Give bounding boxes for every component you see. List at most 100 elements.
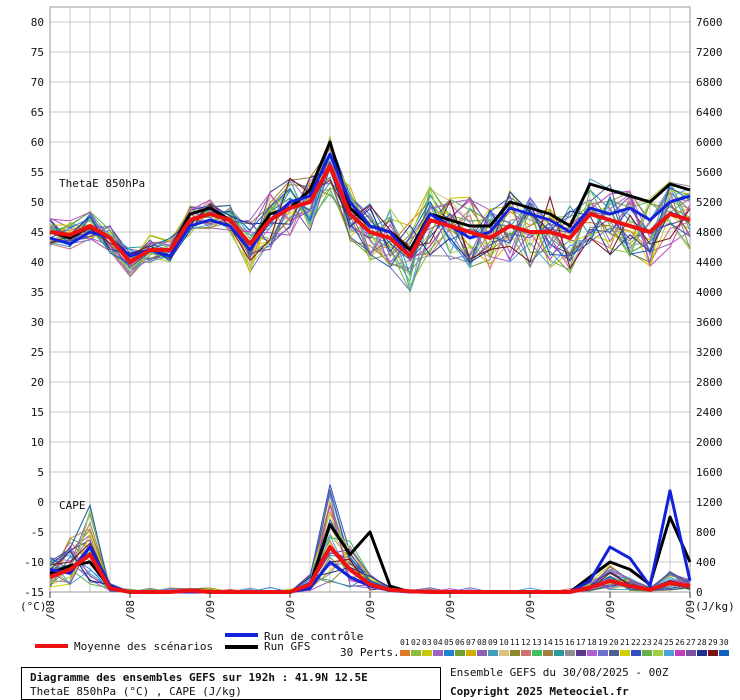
footer-title: Diagramme des ensembles GEFS sur 192h : … [30,671,368,684]
pert-number-label: 25 [664,638,674,647]
left-tick-label: -5 [31,526,44,539]
run-info: Ensemble GEFS du 30/08/2025 - 00Z [450,666,669,679]
right-tick-label: 3200 [696,346,723,359]
pert-number-label: 18 [587,638,597,647]
right-tick-label: 1600 [696,466,723,479]
pert-number-label: 15 [554,638,564,647]
pert-number-label: 06 [455,638,465,647]
right-tick-label: 6400 [696,106,723,119]
x-tick-label: 30/08 [44,600,57,620]
pert-color-swatch [411,650,421,656]
pert-color-swatch [554,650,564,656]
pert-color-swatch [532,650,542,656]
footer-subtitle: ThetaE 850hPa (°C) , CAPE (J/kg) [30,685,242,698]
pert-color-swatch [686,650,696,656]
left-tick-label: 45 [31,226,44,239]
right-tick-label: 0 [696,586,703,599]
thetae-perturbation-line [49,140,691,269]
left-tick-label: 20 [31,376,44,389]
gfs-legend-swatch [225,645,258,649]
pert-number-label: 14 [543,638,553,647]
pert-color-swatch [565,650,575,656]
pert-number-label: 02 [411,638,421,647]
x-tick-label: 05/09 [524,600,537,620]
pert-number-label: 22 [631,638,641,647]
pert-number-label: 03 [422,638,432,647]
pert-number-label: 05 [444,638,454,647]
left-tick-label: 75 [31,46,44,59]
left-tick-label: 30 [31,316,44,329]
perts-legend-label: 30 Perts. [340,646,400,659]
right-tick-label: 1200 [696,496,723,509]
left-tick-label: 80 [31,16,44,29]
pert-number-label: 13 [532,638,542,647]
pert-color-swatch [576,650,586,656]
right-tick-label: 7600 [696,16,723,29]
pert-number-label: 01 [400,638,410,647]
pert-color-swatch [653,650,663,656]
right-tick-label: 2800 [696,376,723,389]
pert-color-swatch [477,650,487,656]
x-tick-label: 07/09 [684,600,697,620]
pert-number-label: 11 [510,638,520,647]
left-tick-label: 25 [31,346,44,359]
main-lines [49,140,692,594]
x-tick-label: 03/09 [364,600,377,620]
left-tick-label: 0 [37,496,44,509]
pert-color-swatch [510,650,520,656]
right-tick-label: 400 [696,556,716,569]
copyright: Copyright 2025 Meteociel.fr [450,685,629,698]
x-tick-label: 04/09 [444,600,457,620]
pert-number-label: 27 [686,638,696,647]
pert-color-swatch [444,650,454,656]
left-tick-label: -15 [24,586,44,599]
x-tick-label: 06/09 [604,600,617,620]
pert-color-swatch [620,650,630,656]
right-tick-label: 4800 [696,226,723,239]
pert-color-swatch [587,650,597,656]
pert-color-swatch [598,650,608,656]
right-tick-label: 2400 [696,406,723,419]
left-tick-label: 55 [31,166,44,179]
mean-legend-swatch [35,644,68,648]
pert-number-label: 26 [675,638,685,647]
pert-number-label: 20 [609,638,619,647]
right-tick-label: 7200 [696,46,723,59]
left-tick-label: 40 [31,256,44,269]
pert-color-swatch [422,650,432,656]
pert-number-label: 07 [466,638,476,647]
pert-number-label: 29 [708,638,718,647]
left-tick-label: 10 [31,436,44,449]
right-tick-label: 3600 [696,316,723,329]
right-tick-label: 5600 [696,166,723,179]
right-tick-label: 4400 [696,256,723,269]
pert-color-swatch [719,650,729,656]
x-tick-label: 02/09 [284,600,297,620]
control-legend-label: Run de contrôle [264,630,364,643]
x-tick-label: 31/08 [124,600,137,620]
footer-title-box: Diagramme des ensembles GEFS sur 192h : … [21,667,441,700]
pert-number-label: 17 [576,638,586,647]
pert-color-swatch [675,650,685,656]
pert-color-swatch [642,650,652,656]
mean-legend-label: Moyenne des scénarios [74,640,214,653]
left-tick-label: 5 [37,466,44,479]
pert-number-label: 10 [499,638,509,647]
pert-number-label: 28 [697,638,707,647]
pert-number-label: 09 [488,638,498,647]
pert-color-swatch [708,650,718,656]
control-legend-swatch [225,633,258,637]
pert-color-swatch [664,650,674,656]
left-tick-label: 60 [31,136,44,149]
right-tick-label: 800 [696,526,716,539]
pert-color-swatch [400,650,410,656]
pert-color-swatch [433,650,443,656]
pert-color-swatch [631,650,641,656]
right-tick-label: 2000 [696,436,723,449]
left-tick-label: 15 [31,406,44,419]
pert-color-swatch [543,650,553,656]
right-tick-label: 6800 [696,76,723,89]
pert-number-label: 04 [433,638,443,647]
pert-number-label: 12 [521,638,531,647]
